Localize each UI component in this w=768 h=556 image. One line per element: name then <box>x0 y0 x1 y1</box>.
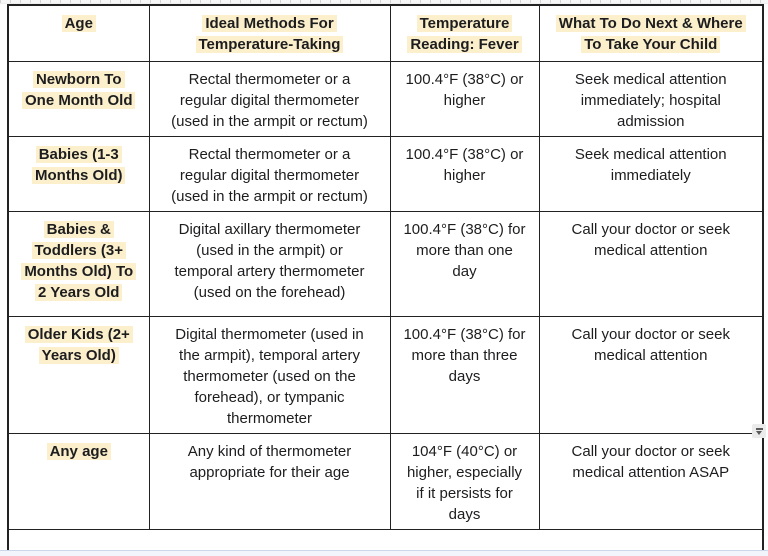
header-cell-reading: Temperature Reading: Fever <box>389 4 540 62</box>
reading-cell: 104°F (40°C) or higher, especially if it… <box>389 432 540 530</box>
table-row-any-age: Any age Any kind of thermometer appropri… <box>7 432 764 530</box>
methods-cell: Any kind of thermometer appropriate for … <box>148 432 391 530</box>
table-row-older-kids: Older Kids (2+ Years Old) Digital thermo… <box>7 315 764 434</box>
header-row: Age Ideal Methods For Temperature-Taking… <box>7 4 764 62</box>
reading-cell: 100.4°F (38°C) for more than three days <box>389 315 540 434</box>
reading-cell: 100.4°F (38°C) or higher <box>389 60 540 137</box>
age-label: Babies & Toddlers (3+ Months Old) To 2 Y… <box>21 220 137 301</box>
methods-cell: Digital thermometer (used in the armpit)… <box>148 315 391 434</box>
action-cell: Seek medical attention immediately; hosp… <box>538 60 764 137</box>
age-cell: Babies & Toddlers (3+ Months Old) To 2 Y… <box>7 210 150 317</box>
methods-cell: Rectal thermometer or a regular digital … <box>148 135 391 212</box>
scrollbar-dropdown-button[interactable] <box>752 424 766 438</box>
header-methods-label: Ideal Methods For Temperature-Taking <box>195 15 344 53</box>
action-cell: Call your doctor or seek medical attenti… <box>538 210 764 317</box>
table-row-newborn: Newborn To One Month Old Rectal thermome… <box>7 60 764 137</box>
chevron-down-icon <box>756 430 762 435</box>
reading-cell: 100.4°F (38°C) for more than one day <box>389 210 540 317</box>
methods-cell: Digital axillary thermometer (used in th… <box>148 210 391 317</box>
reading-cell: 100.4°F (38°C) or higher <box>389 135 540 212</box>
action-cell: Seek medical attention immediately <box>538 135 764 212</box>
table-row-babies-1-3: Babies (1-3 Months Old) Rectal thermomet… <box>7 135 764 212</box>
action-cell: Call your doctor or seek medical attenti… <box>538 315 764 434</box>
header-age-label: Age <box>61 15 96 32</box>
age-label: Babies (1-3 Months Old) <box>32 145 126 184</box>
age-cell: Older Kids (2+ Years Old) <box>7 315 150 434</box>
header-cell-methods: Ideal Methods For Temperature-Taking <box>148 4 391 62</box>
dropdown-icon <box>755 427 763 430</box>
table-row-babies-toddlers: Babies & Toddlers (3+ Months Old) To 2 Y… <box>7 210 764 317</box>
age-label: Older Kids (2+ Years Old) <box>24 325 133 364</box>
age-label: Newborn To One Month Old <box>22 70 136 109</box>
fever-guidance-table: Age Ideal Methods For Temperature-Taking… <box>7 4 764 556</box>
spreadsheet-ruler-ticks <box>0 0 768 4</box>
header-cell-age: Age <box>7 4 150 62</box>
age-cell: Any age <box>7 432 150 530</box>
bottom-page-strip <box>0 550 768 556</box>
methods-cell: Rectal thermometer or a regular digital … <box>148 60 391 137</box>
age-cell: Newborn To One Month Old <box>7 60 150 137</box>
header-reading-label: Temperature Reading: Fever <box>407 15 522 53</box>
age-cell: Babies (1-3 Months Old) <box>7 135 150 212</box>
header-action-label: What To Do Next & Where To Take Your Chi… <box>555 15 746 53</box>
age-label: Any age <box>46 442 111 460</box>
action-cell: Call your doctor or seek medical attenti… <box>538 432 764 530</box>
header-cell-action: What To Do Next & Where To Take Your Chi… <box>538 4 764 62</box>
